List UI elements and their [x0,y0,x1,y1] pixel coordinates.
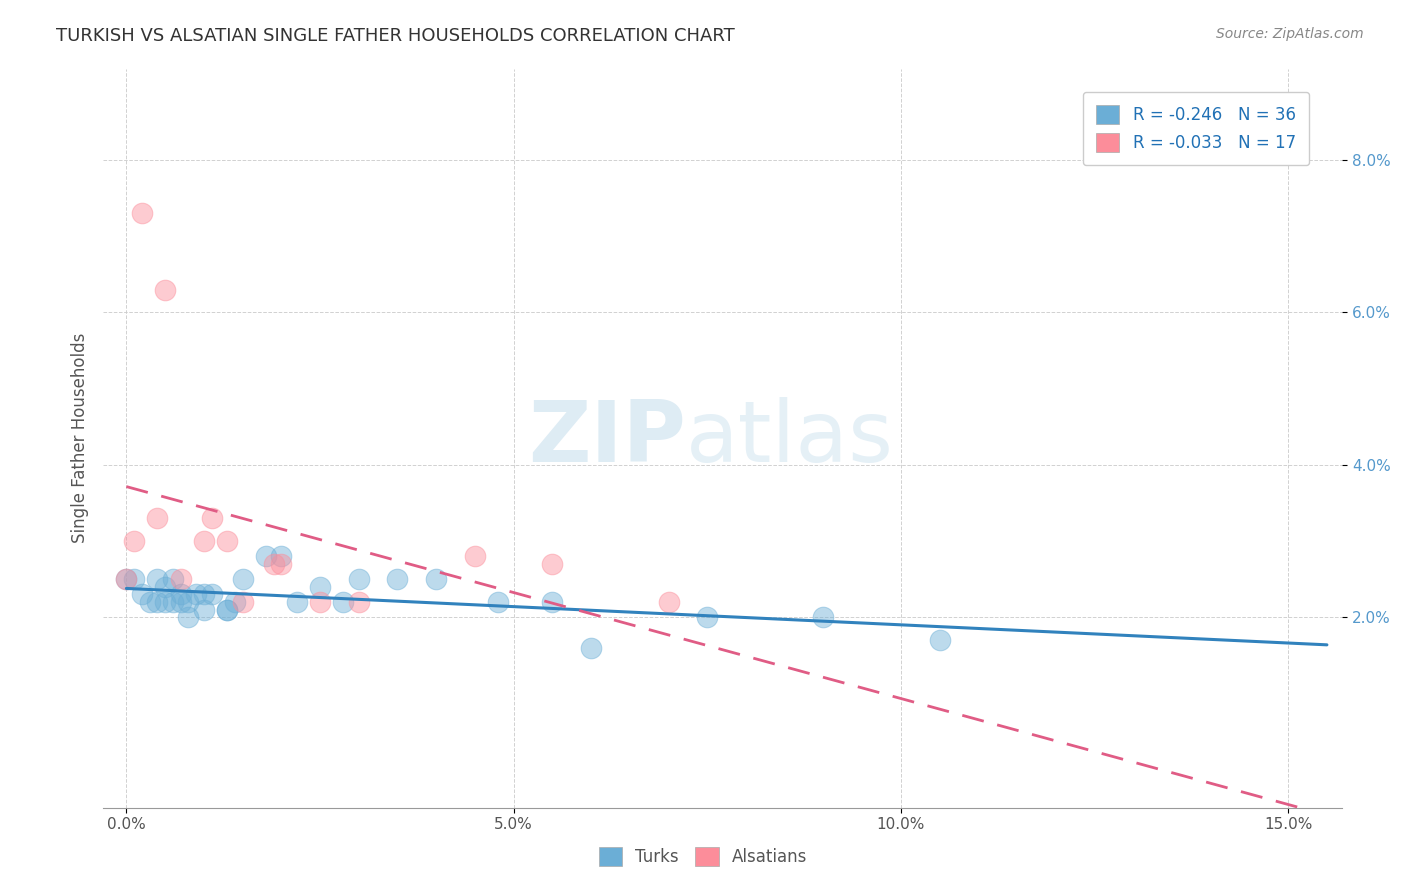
Point [387,572,409,586]
Point [232,572,254,586]
Point [162,595,184,609]
Point [184,587,207,601]
Point [177,595,200,609]
Point [215,602,238,616]
Point [486,595,509,609]
Point [169,587,191,601]
Point [309,595,332,609]
Point [215,533,238,548]
Point [200,587,222,601]
Point [541,595,564,609]
Point [138,595,160,609]
Point [169,572,191,586]
Point [131,206,153,220]
Text: atlas: atlas [686,397,894,480]
Point [153,595,176,609]
Legend: Turks, Alsatians: Turks, Alsatians [585,833,821,880]
Point [153,283,176,297]
Point [224,595,246,609]
Text: ZIP: ZIP [527,397,686,480]
Point [153,580,176,594]
Point [232,595,254,609]
Point [115,572,138,586]
Point [122,572,145,586]
Point [263,557,285,571]
Point [193,587,215,601]
Point [541,557,564,571]
Point [193,533,215,548]
Point [115,572,138,586]
Point [146,511,169,525]
Point [696,610,718,624]
Point [579,640,602,655]
Point [928,633,950,648]
Point [146,595,169,609]
Text: Source: ZipAtlas.com: Source: ZipAtlas.com [1216,27,1364,41]
Point [347,572,370,586]
Legend: R = -0.246   N = 36, R = -0.033   N = 17: R = -0.246 N = 36, R = -0.033 N = 17 [1083,92,1309,165]
Point [215,602,238,616]
Point [131,587,153,601]
Point [309,580,332,594]
Text: TURKISH VS ALSATIAN SINGLE FATHER HOUSEHOLDS CORRELATION CHART: TURKISH VS ALSATIAN SINGLE FATHER HOUSEH… [56,27,735,45]
Point [122,533,145,548]
Point [270,549,292,564]
Point [146,572,169,586]
Point [347,595,370,609]
Point [200,511,222,525]
Point [193,602,215,616]
Point [254,549,277,564]
Point [464,549,486,564]
Point [425,572,447,586]
Point [162,572,184,586]
Point [813,610,835,624]
Point [270,557,292,571]
Point [285,595,308,609]
Point [177,610,200,624]
Y-axis label: Single Father Households: Single Father Households [72,333,89,543]
Point [657,595,679,609]
Point [169,595,191,609]
Point [332,595,354,609]
